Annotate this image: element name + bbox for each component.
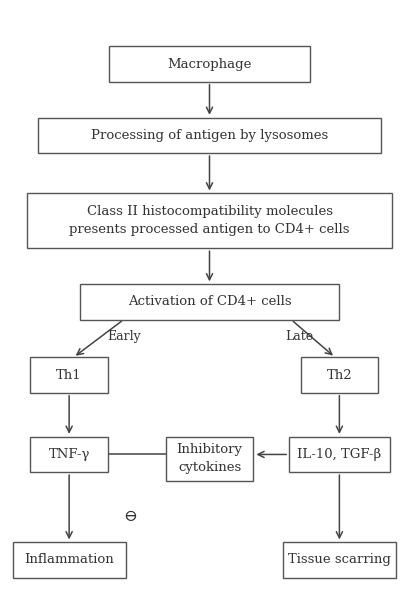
FancyBboxPatch shape [31,357,108,393]
FancyBboxPatch shape [31,437,108,472]
FancyBboxPatch shape [166,437,253,481]
FancyBboxPatch shape [27,193,392,248]
FancyBboxPatch shape [289,437,390,472]
Text: Activation of CD4+ cells: Activation of CD4+ cells [128,295,291,309]
FancyBboxPatch shape [283,542,396,578]
FancyBboxPatch shape [109,46,310,82]
Text: TNF-γ: TNF-γ [49,448,90,461]
FancyBboxPatch shape [301,357,378,393]
Text: Processing of antigen by lysosomes: Processing of antigen by lysosomes [91,129,328,142]
Text: Macrophage: Macrophage [167,57,252,71]
Text: Inflammation: Inflammation [24,553,114,567]
Text: Th1: Th1 [56,368,82,382]
Text: Early: Early [107,330,141,343]
FancyBboxPatch shape [13,542,126,578]
Text: Inhibitory
cytokines: Inhibitory cytokines [176,443,243,474]
Text: Class II histocompatibility molecules
presents processed antigen to CD4+ cells: Class II histocompatibility molecules pr… [69,206,350,236]
Text: IL-10, TGF-β: IL-10, TGF-β [297,448,381,461]
Text: ⊖: ⊖ [123,508,137,525]
FancyBboxPatch shape [38,118,381,153]
Text: Th2: Th2 [326,368,352,382]
Text: Tissue scarring: Tissue scarring [288,553,391,567]
Text: Late: Late [285,330,313,343]
FancyBboxPatch shape [80,284,339,320]
